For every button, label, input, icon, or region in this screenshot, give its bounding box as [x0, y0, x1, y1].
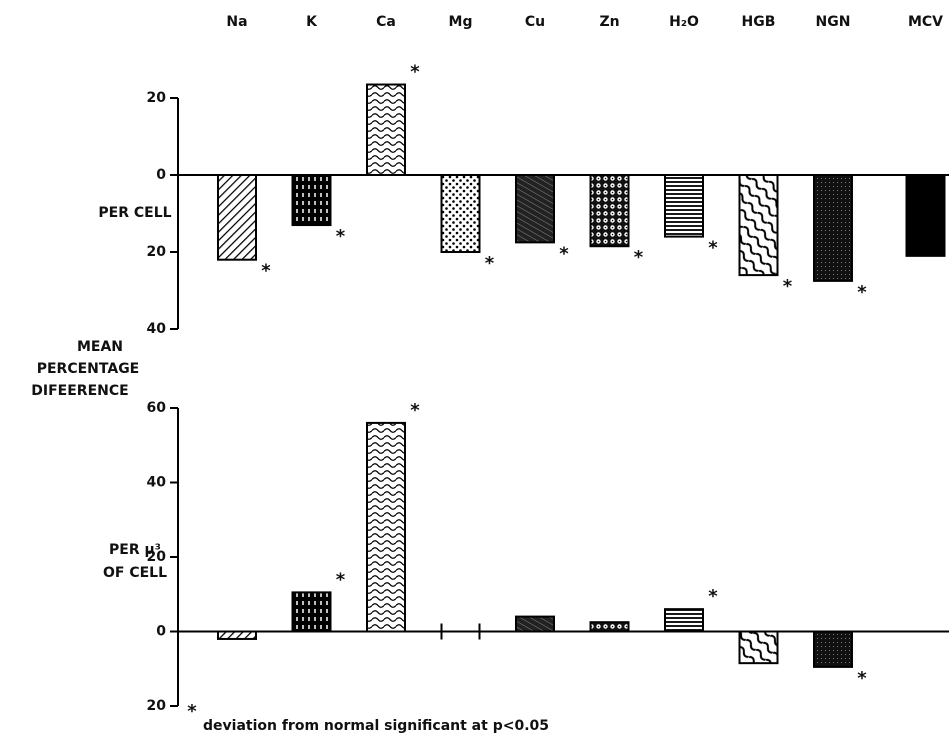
bar [589, 621, 630, 633]
y-tick-label: 20 [147, 549, 167, 565]
bar [664, 174, 704, 238]
bar [664, 608, 704, 633]
bar [440, 174, 481, 253]
significance-marker: * [261, 261, 271, 282]
category-label: K [306, 14, 318, 30]
y-tick-label: 0 [156, 167, 166, 183]
panel-label: OF CELL [103, 565, 167, 581]
significance-marker: * [410, 62, 420, 83]
footnote: deviation from normal significant at p<0… [203, 718, 549, 734]
bar [291, 591, 332, 633]
panel-label: PER CELL [98, 205, 171, 221]
y-tick-label: 60 [147, 400, 167, 416]
category-label: Mg [449, 14, 473, 30]
significance-marker: * [857, 668, 867, 689]
bar [291, 174, 332, 227]
y-label-line: PERCENTAGE [37, 361, 140, 377]
y-tick-label: 0 [156, 624, 166, 640]
bar [738, 174, 779, 277]
y-tick-label: 20 [147, 90, 167, 106]
significance-marker: * [634, 247, 644, 268]
significance-marker: * [336, 569, 346, 590]
significance-marker: * [559, 243, 569, 264]
significance-marker: * [708, 238, 718, 259]
footnote-marker: * [187, 701, 197, 722]
y-tick-label: 40 [147, 475, 167, 491]
y-tick-label: 40 [147, 321, 167, 337]
bar [905, 174, 946, 257]
category-label: H₂O [669, 14, 699, 30]
category-label: NGN [816, 14, 851, 30]
category-label: MCV [908, 14, 943, 30]
bar [217, 174, 257, 261]
category-label: Ca [376, 14, 396, 30]
y-axis-label: MEAN PERCENTAGE DIFEERENCE [31, 339, 139, 399]
bar [366, 421, 406, 633]
bar [515, 174, 555, 244]
panel-label: PER µ³ [109, 542, 161, 558]
significance-marker: * [708, 586, 718, 607]
significance-marker: * [485, 253, 495, 274]
category-label: HGB [742, 14, 776, 30]
bar [589, 174, 630, 248]
significance-marker: * [336, 226, 346, 247]
category-label: Na [226, 14, 247, 30]
y-tick-label: 20 [147, 244, 167, 260]
bar [813, 174, 853, 282]
y-label-line: MEAN [77, 339, 123, 355]
significance-marker: * [410, 400, 420, 421]
bar [217, 630, 257, 640]
bar [738, 630, 779, 665]
y-tick-label: 20 [147, 698, 167, 714]
bar [366, 83, 406, 176]
significance-marker: * [783, 276, 793, 297]
bar [440, 623, 481, 640]
category-label: Zn [599, 14, 619, 30]
bar [813, 630, 853, 668]
category-label: Cu [525, 14, 545, 30]
significance-marker: * [857, 282, 867, 303]
bar [515, 615, 555, 633]
y-label-line: DIFEERENCE [31, 383, 128, 399]
